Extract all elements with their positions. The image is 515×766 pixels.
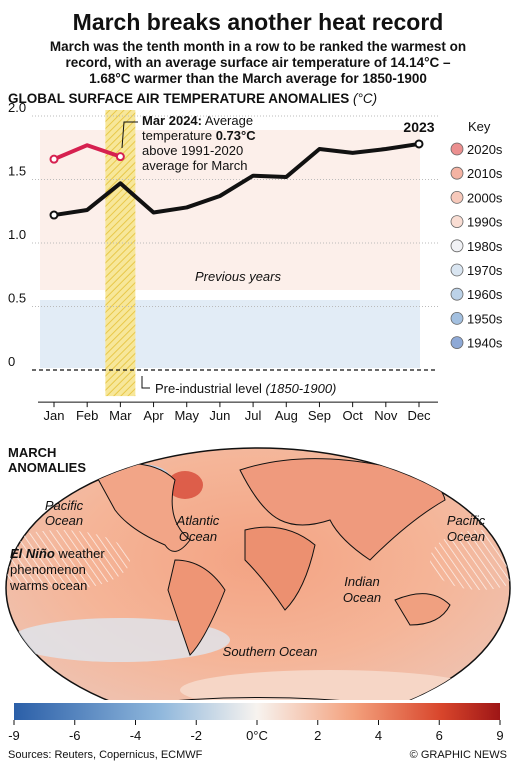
credit: © GRAPHIC NEWS [410,749,507,761]
el-nino-label: warms ocean [9,578,87,593]
ocean-label: Ocean [45,513,83,528]
key-label: 1940s [467,336,503,351]
colorbar-label: -9 [8,728,20,743]
ocean-label: Ocean [179,529,217,544]
line-series [53,141,420,218]
el-nino-text: weather [55,546,106,561]
annotation-pointer [121,121,138,149]
annotation-line: average for March [142,158,248,173]
ocean-label: Ocean [343,590,381,605]
line-series [53,143,122,162]
title: March breaks another heat record [73,9,444,35]
colorbar-label: -6 [69,728,81,743]
x-tick-label: Aug [275,408,298,423]
x-tick-label: Oct [343,408,364,423]
ocean-label: Atlantic [176,513,220,528]
map-title: MARCH [8,445,56,460]
key-label: 1950s [467,311,503,326]
annotation-line: Mar 2024: Average [142,113,253,128]
colorbar-label: 4 [375,728,382,743]
preindustrial-label: Pre-industrial level (1850-1900) [155,381,336,396]
colorbar [14,703,500,720]
key-label: 1980s [467,239,503,254]
y-tick-label: 0 [8,354,15,369]
map-title: ANOMALIES [8,460,86,475]
x-tick-label: Jul [245,408,262,423]
annotation-text: Average [202,113,253,128]
ocean-label: Pacific [45,498,84,513]
colorbar-label: 6 [436,728,443,743]
end-marker [49,154,59,164]
x-tick-label: Jun [209,408,230,423]
annotation-line: above 1991-2020 [142,143,243,158]
annotation-head: Mar 2024: [142,113,202,128]
key-swatch [450,166,464,180]
series-label: 2023 [403,119,434,135]
colorbar-label: 9 [496,728,503,743]
annotation: Mar 2024: Average temperature 0.73°C abo… [121,113,256,173]
y-tick-label: 1.0 [8,227,26,242]
x-tick-label: Dec [407,408,431,423]
x-tick-label: Sep [308,408,331,423]
key-label: 2010s [467,166,503,181]
x-tick-label: Mar [109,408,132,423]
ocean-label: Indian [344,574,379,589]
ocean-label: Southern Ocean [223,644,318,659]
annotation-line: temperature 0.73°C [142,128,256,143]
colorbar-label: 0°C [246,728,268,743]
preindustrial-pointer [141,376,150,389]
y-tick-label: 2.0 [8,100,26,115]
subtitle: 1.68°C warmer than the March average for… [89,71,427,86]
key-label: 1960s [467,287,503,302]
x-tick-label: Feb [76,408,98,423]
key-swatch [450,215,464,229]
subtitle: record, with an average surface air temp… [65,55,451,70]
y-tick-label: 1.5 [8,164,26,179]
colorbar-label: -2 [190,728,202,743]
x-tick-label: May [174,408,199,423]
end-marker [115,152,125,162]
el-nino-head: El Niño [10,546,55,561]
key-title: Key [468,119,491,134]
key-swatch [450,142,464,156]
el-nino-label: phenomenon [10,562,86,577]
end-marker [49,210,59,220]
annotation-text: temperature [142,128,216,143]
ocean-label: Ocean [447,529,485,544]
ocean-label: Pacific [447,513,486,528]
subtitle: March was the tenth month in a row to be… [50,39,466,54]
annotation-value: 0.73°C [216,128,257,143]
x-tick-label: Apr [143,408,164,423]
key-swatch [450,311,464,325]
unit: (°C) [353,91,377,106]
chart-title-text: GLOBAL SURFACE AIR TEMPERATURE ANOMALIES [8,91,349,106]
previous-years-label: Previous years [195,269,281,284]
preindustrial-years: (1850-1900) [266,381,337,396]
key-label: 2020s [467,142,503,157]
chart-title: GLOBAL SURFACE AIR TEMPERATURE ANOMALIES… [8,91,377,106]
sources: Sources: Reuters, Copernicus, ECMWF [8,749,203,761]
key-label: 1970s [467,263,503,278]
preindustrial-text: Pre-industrial level [155,381,266,396]
end-marker [414,139,424,149]
x-tick-label: Jan [44,408,65,423]
previous-years-band [40,130,420,368]
key-swatch [450,263,464,277]
colorbar-label: 2 [314,728,321,743]
key-swatch [450,190,464,204]
key-label: 1990s [467,215,503,230]
key-swatch [450,336,464,350]
y-tick-label: 0.5 [8,291,26,306]
colorbar-label: -4 [130,728,142,743]
key-swatch [450,239,464,253]
el-nino-label: El Niño weather [10,546,105,561]
x-tick-label: Nov [374,408,398,423]
key-swatch [450,287,464,301]
key-label: 2000s [467,190,503,205]
